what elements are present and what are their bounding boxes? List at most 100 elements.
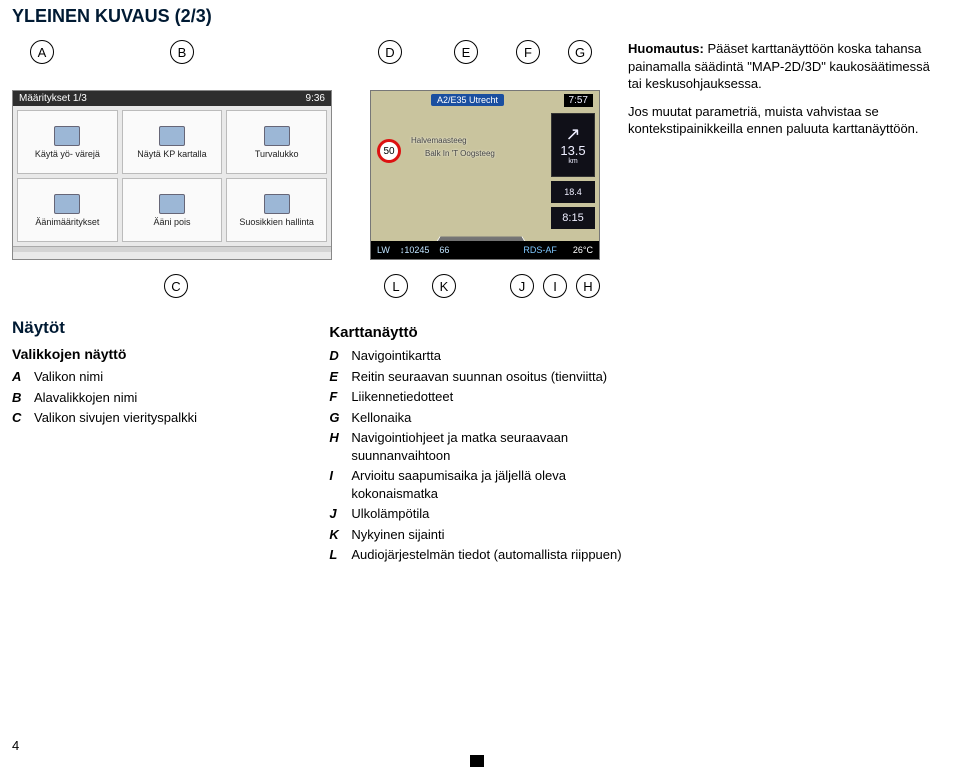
label-a: A (30, 40, 54, 64)
settings-cell-label: Näytä KP kartalla (137, 149, 206, 159)
mid-column: Karttanäyttö D Navigointikartta E Reitin s… (329, 318, 622, 567)
label-l: L (384, 274, 408, 298)
item-text: Liikennetiedotteet (351, 388, 453, 406)
lock-icon (264, 126, 290, 146)
street-label: Halvemaasteeg (411, 136, 467, 145)
settings-cell-label: Ääni pois (153, 217, 190, 227)
arrow-icon: ↗ (565, 125, 580, 143)
settings-header-clock: 9:36 (306, 93, 325, 104)
outside-temp: 26°C (573, 245, 593, 255)
page-mark (470, 755, 484, 767)
settings-cell-label: Suosikkien hallinta (239, 217, 314, 227)
settings-cell: Äänimääritykset (17, 178, 118, 242)
street-label: Balk In 'T Oogsteeg (425, 149, 495, 158)
favorites-icon (264, 194, 290, 214)
item-text: Valikon nimi (34, 368, 103, 386)
item-letter: H (329, 429, 345, 464)
route-sign: A2/E35 Utrecht (431, 94, 504, 106)
label-f: F (516, 40, 540, 64)
item-text: Alavalikkojen nimi (34, 389, 137, 407)
item-text: Audiojärjestelmän tiedot (automallista r… (351, 546, 621, 564)
label-k: K (432, 274, 456, 298)
left-column: Näytöt Valikkojen näyttö A Valikon nimi B… (12, 318, 305, 567)
settings-cell: Suosikkien hallinta (226, 178, 327, 242)
item-letter: J (329, 505, 345, 523)
page-title: YLEINEN KUVAUS (2/3) (12, 6, 212, 27)
list-item: F Liikennetiedotteet (329, 388, 622, 406)
subsection-heading: Karttanäyttö (329, 324, 622, 341)
settings-cell: Turvalukko (226, 110, 327, 174)
list-item: C Valikon sivujen vierityspalkki (12, 409, 305, 427)
definition-list: A Valikon nimi B Alavalikkojen nimi C Valik… (12, 368, 305, 427)
settings-scrollbar (13, 246, 331, 252)
item-text: Nykyinen sijainti (351, 526, 444, 544)
item-text: Reitin seuraavan suunnan osoitus (tienvi… (351, 368, 607, 386)
label-b: B (170, 40, 194, 64)
radio-freq: ↕10245 (400, 245, 430, 255)
settings-cell: Näytä KP kartalla (122, 110, 223, 174)
settings-cell-label: Turvalukko (255, 149, 299, 159)
item-letter: E (329, 368, 345, 386)
label-j: J (510, 274, 534, 298)
section-heading: Näytöt (12, 318, 305, 338)
audio-settings-icon (54, 194, 80, 214)
rds-label: RDS-AF (523, 245, 557, 255)
item-text: Kellonaika (351, 409, 411, 427)
settings-header-title: Määritykset 1/3 (19, 93, 87, 104)
label-c: C (164, 274, 188, 298)
item-letter: L (329, 546, 345, 564)
list-item: D Navigointikartta (329, 347, 622, 365)
nav-screenshot: A2/E35 Utrecht 7:57 50 Halvemaasteeg Bal… (370, 90, 600, 260)
subsection-heading: Valikkojen näyttö (12, 346, 305, 362)
list-item: E Reitin seuraavan suunnan osoitus (tienv… (329, 368, 622, 386)
nav-remaining: 18.4 (551, 181, 595, 203)
settings-cell-label: Käytä yö- värejä (35, 149, 100, 159)
settings-cell: Ääni pois (122, 178, 223, 242)
item-letter: G (329, 409, 345, 427)
settings-cell-label: Äänimääritykset (35, 217, 99, 227)
item-letter: A (12, 368, 28, 386)
radio-ch: 66 (439, 245, 449, 255)
item-letter: I (329, 467, 345, 502)
list-item: G Kellonaika (329, 409, 622, 427)
item-text: Ulkolämpötila (351, 505, 429, 523)
item-letter: C (12, 409, 28, 427)
label-e: E (454, 40, 478, 64)
right-column (647, 318, 940, 567)
label-h: H (576, 274, 600, 298)
poi-map-icon (159, 126, 185, 146)
list-item: L Audiojärjestelmän tiedot (automallista … (329, 546, 622, 564)
content-columns: Näytöt Valikkojen näyttö A Valikon nimi B… (12, 318, 940, 567)
settings-header: Määritykset 1/3 9:36 (13, 91, 331, 106)
item-text: Valikon sivujen vierityspalkki (34, 409, 197, 427)
item-text: Navigointikartta (351, 347, 441, 365)
page-number: 4 (12, 738, 19, 753)
item-letter: D (329, 347, 345, 365)
notice-p1: Huomautus: Pääset karttanäyttöön koska t… (628, 40, 938, 93)
item-text: Arvioitu saapumisaika ja jäljellä oleva … (351, 467, 622, 502)
list-item: K Nykyinen sijainti (329, 526, 622, 544)
radio-band: LW (377, 245, 390, 255)
nav-bottom-bar: LW ↕10245 66 RDS-AF 26°C (371, 241, 599, 259)
list-item: IArvioitu saapumisaika ja jäljellä oleva… (329, 467, 622, 502)
item-text: Navigointiohjeet ja matka seuraavaan suu… (351, 429, 622, 464)
definition-list: D Navigointikartta E Reitin seuraavan suun… (329, 347, 622, 564)
nav-direction-box: ↗ 13.5 km (551, 113, 595, 177)
nav-eta: 8:15 (551, 207, 595, 229)
item-letter: B (12, 389, 28, 407)
label-i: I (543, 274, 567, 298)
mute-icon (159, 194, 185, 214)
notice-lead: Huomautus: (628, 41, 704, 56)
label-g: G (568, 40, 592, 64)
list-item: A Valikon nimi (12, 368, 305, 386)
list-item: HNavigointiohjeet ja matka seuraavaan su… (329, 429, 622, 464)
label-d: D (378, 40, 402, 64)
settings-cell: Käytä yö- värejä (17, 110, 118, 174)
list-item: J Ulkolämpötila (329, 505, 622, 523)
nav-distance-unit: km (568, 158, 577, 165)
nav-distance: 13.5 (560, 143, 585, 158)
list-item: B Alavalikkojen nimi (12, 389, 305, 407)
item-letter: K (329, 526, 345, 544)
notice-p2: Jos muutat parametriä, muista vahvistaa … (628, 103, 938, 138)
item-letter: F (329, 388, 345, 406)
